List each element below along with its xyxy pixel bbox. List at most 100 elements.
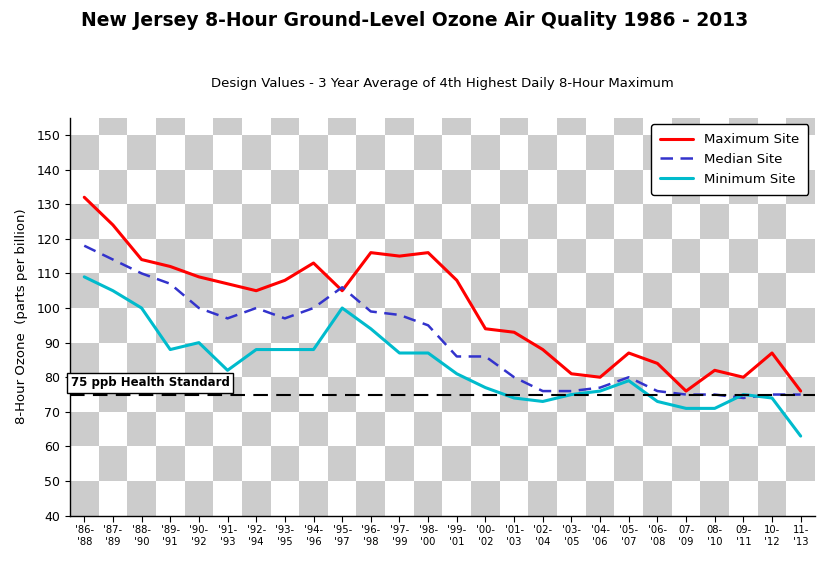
Bar	[729, 273, 758, 308]
Bar	[328, 273, 357, 308]
Bar	[557, 412, 586, 446]
Bar	[156, 239, 184, 273]
Bar	[357, 343, 385, 377]
Bar	[328, 101, 357, 135]
Bar	[729, 135, 758, 170]
Minimum Site	[337, 305, 347, 311]
Maximum Site	[452, 277, 461, 284]
Bar	[385, 101, 414, 135]
Bar	[701, 204, 729, 239]
Bar	[643, 204, 671, 239]
Bar	[671, 204, 701, 239]
Bar	[442, 273, 471, 308]
Median Site	[652, 388, 662, 395]
Bar	[442, 170, 471, 204]
Bar	[299, 377, 328, 412]
Bar	[614, 377, 643, 412]
Minimum Site	[681, 405, 691, 412]
Bar	[271, 204, 299, 239]
Bar	[701, 273, 729, 308]
Bar	[184, 481, 213, 516]
Bar	[414, 412, 442, 446]
Bar	[557, 308, 586, 343]
Median Site	[681, 391, 691, 398]
Bar	[242, 101, 271, 135]
Bar	[357, 481, 385, 516]
Bar	[671, 239, 701, 273]
Bar	[643, 343, 671, 377]
Bar	[701, 343, 729, 377]
Text: New Jersey 8-Hour Ground-Level Ozone Air Quality 1986 - 2013: New Jersey 8-Hour Ground-Level Ozone Air…	[81, 11, 749, 30]
Median Site	[739, 395, 749, 401]
Bar	[557, 377, 586, 412]
Bar	[271, 101, 299, 135]
Bar	[815, 343, 830, 377]
Minimum Site	[366, 325, 376, 332]
Bar	[99, 101, 127, 135]
Bar	[99, 412, 127, 446]
Bar	[328, 135, 357, 170]
Bar	[271, 377, 299, 412]
Median Site	[481, 353, 491, 360]
Bar	[156, 446, 184, 481]
Minimum Site	[595, 388, 605, 395]
Bar	[242, 273, 271, 308]
Bar	[242, 170, 271, 204]
Minimum Site	[481, 384, 491, 391]
Bar	[614, 308, 643, 343]
Maximum Site	[652, 360, 662, 367]
Bar	[357, 101, 385, 135]
Bar	[614, 239, 643, 273]
Bar	[786, 239, 815, 273]
Bar	[328, 308, 357, 343]
Median Site	[710, 391, 720, 398]
Bar	[299, 239, 328, 273]
Minimum Site	[767, 395, 777, 401]
Bar	[529, 101, 557, 135]
Bar	[586, 446, 614, 481]
Bar	[156, 308, 184, 343]
Bar	[271, 446, 299, 481]
Bar	[242, 377, 271, 412]
Bar	[586, 204, 614, 239]
Bar	[271, 481, 299, 516]
Bar	[471, 412, 500, 446]
Maximum Site	[194, 274, 204, 280]
Bar	[729, 170, 758, 204]
Median Site	[108, 256, 118, 263]
Bar	[471, 204, 500, 239]
Bar	[614, 204, 643, 239]
Bar	[786, 135, 815, 170]
Bar	[729, 446, 758, 481]
Bar	[786, 308, 815, 343]
Median Site	[80, 242, 90, 249]
Bar	[213, 101, 242, 135]
Bar	[701, 239, 729, 273]
Bar	[184, 101, 213, 135]
Bar	[127, 343, 156, 377]
Bar	[213, 343, 242, 377]
Bar	[271, 170, 299, 204]
Maximum Site	[739, 374, 749, 380]
Bar	[213, 204, 242, 239]
Bar	[471, 481, 500, 516]
Bar	[70, 377, 99, 412]
Median Site	[452, 353, 461, 360]
Bar	[184, 446, 213, 481]
Bar	[758, 343, 786, 377]
Bar	[729, 239, 758, 273]
Bar	[500, 377, 529, 412]
Bar	[414, 446, 442, 481]
Bar	[500, 343, 529, 377]
Bar	[184, 343, 213, 377]
Bar	[357, 412, 385, 446]
Median Site	[624, 374, 634, 380]
Bar	[729, 204, 758, 239]
Bar	[184, 135, 213, 170]
Bar	[557, 170, 586, 204]
Maximum Site	[137, 256, 147, 263]
Bar	[213, 239, 242, 273]
Bar	[815, 446, 830, 481]
Bar	[557, 343, 586, 377]
Bar	[99, 273, 127, 308]
